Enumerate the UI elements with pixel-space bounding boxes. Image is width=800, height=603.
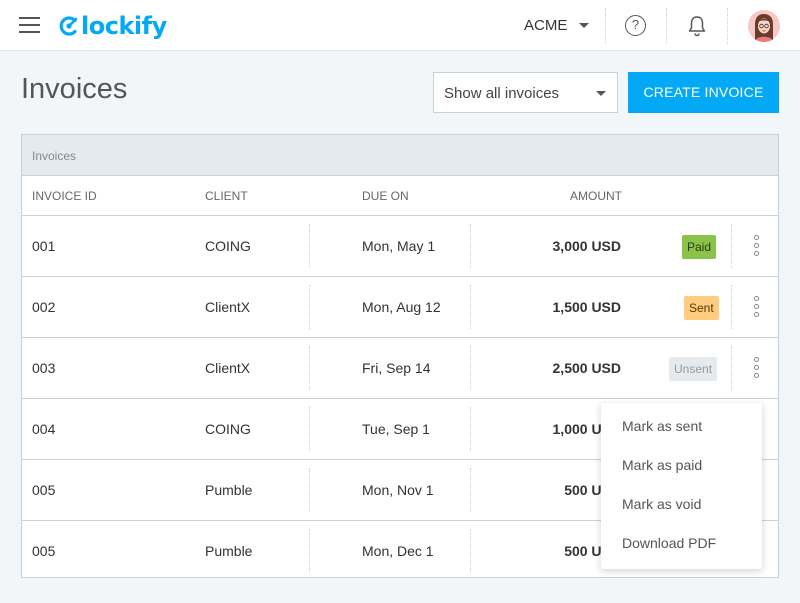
invoice-amount: 1,500 USD <box>552 299 621 315</box>
divider <box>309 407 310 451</box>
divider <box>309 346 310 390</box>
divider <box>309 285 310 329</box>
logo[interactable]: lockify <box>58 11 167 41</box>
divider <box>470 529 471 573</box>
clockify-logo-icon <box>59 16 78 36</box>
divider <box>666 8 667 44</box>
client-name: Pumble <box>205 543 253 559</box>
invoice-id: 005 <box>32 543 56 559</box>
invoice-id: 002 <box>32 299 56 315</box>
invoice-amount: 3,000 USD <box>552 238 621 254</box>
client-name: ClientX <box>205 360 251 376</box>
divider <box>470 346 471 390</box>
status-badge: Paid <box>682 235 717 259</box>
menu-item-mark-as-void[interactable]: Mark as void <box>622 496 702 512</box>
table-row[interactable]: 002 ClientX Mon, Aug 12 1,500 USD Sent <box>22 277 778 338</box>
invoice-id: 003 <box>32 360 56 376</box>
due-date: Tue, Sep 1 <box>362 421 430 437</box>
menu-icon[interactable] <box>19 17 40 34</box>
client-name: ClientX <box>205 299 251 315</box>
client-name: COING <box>205 238 251 254</box>
table-header: INVOICE ID CLIENT DUE ON AMOUNT <box>22 176 778 216</box>
divider <box>731 285 732 329</box>
invoice-amount: 2,500 USD <box>552 360 621 376</box>
avatar[interactable] <box>748 10 780 42</box>
more-options-icon[interactable] <box>750 296 762 320</box>
client-name: Pumble <box>205 482 253 498</box>
invoice-id: 004 <box>32 421 56 437</box>
chevron-down-icon <box>596 91 606 96</box>
filter-selected-value: Show all invoices <box>444 85 560 102</box>
due-date: Mon, Nov 1 <box>362 482 434 498</box>
chevron-down-icon <box>579 23 590 28</box>
invoice-filter-select[interactable]: Show all invoices <box>433 72 618 113</box>
column-header-client: CLIENT <box>205 189 248 203</box>
page-title: Invoices <box>21 73 128 105</box>
invoice-amount: 500 USD <box>564 482 621 498</box>
divider <box>731 346 732 390</box>
workspace-selector[interactable]: ACME <box>524 0 590 51</box>
more-options-icon[interactable] <box>750 235 762 259</box>
table-row[interactable]: 005 Pumble Mon, Dec 1 500 USD <box>22 521 778 582</box>
divider <box>309 529 310 573</box>
top-bar: lockify ACME ? <box>0 0 800 51</box>
user-avatar-icon <box>748 10 780 42</box>
workspace-name: ACME <box>524 17 568 34</box>
due-date: Mon, May 1 <box>362 238 436 254</box>
invoices-table: Invoices INVOICE ID CLIENT DUE ON AMOUNT… <box>21 134 779 578</box>
divider <box>727 8 728 44</box>
status-badge: Sent <box>684 296 719 320</box>
menu-item-download-pdf[interactable]: Download PDF <box>622 535 717 551</box>
column-header-amount: AMOUNT <box>570 189 622 203</box>
table-row[interactable]: 003 ClientX Fri, Sep 14 2,500 USD Unsent <box>22 338 778 399</box>
invoice-actions-menu: Mark as sent Mark as paid Mark as void D… <box>601 403 762 569</box>
column-header-invoice-id: INVOICE ID <box>32 189 97 203</box>
client-name: COING <box>205 421 251 437</box>
due-date: Mon, Dec 1 <box>362 543 434 559</box>
column-header-due-on: DUE ON <box>362 189 409 203</box>
divider <box>470 468 471 512</box>
divider <box>309 224 310 268</box>
divider <box>605 8 606 44</box>
divider <box>470 407 471 451</box>
menu-item-mark-as-sent[interactable]: Mark as sent <box>622 418 703 434</box>
invoice-amount: 500 USD <box>564 543 621 559</box>
table-body: 001 COING Mon, May 1 3,000 USD Paid 002 Client… <box>22 216 778 582</box>
bell-icon[interactable] <box>686 14 708 38</box>
invoice-id: 001 <box>32 238 56 254</box>
status-badge: Unsent <box>669 357 718 381</box>
more-options-icon[interactable] <box>750 357 762 381</box>
invoice-amount: 1,000 USD <box>552 421 621 437</box>
menu-item-mark-as-paid[interactable]: Mark as paid <box>622 457 703 473</box>
due-date: Mon, Aug 12 <box>362 299 441 315</box>
table-row[interactable]: 005 Pumble Mon, Nov 1 500 USD <box>22 460 778 521</box>
logo-text: lockify <box>81 12 167 40</box>
create-invoice-button[interactable]: CREATE INVOICE <box>628 72 779 113</box>
divider <box>470 224 471 268</box>
divider <box>731 224 732 268</box>
divider <box>470 285 471 329</box>
invoice-id: 005 <box>32 482 56 498</box>
due-date: Fri, Sep 14 <box>362 360 431 376</box>
table-caption: Invoices <box>22 135 778 176</box>
table-row[interactable]: 001 COING Mon, May 1 3,000 USD Paid <box>22 216 778 277</box>
help-icon[interactable]: ? <box>625 15 646 36</box>
divider <box>309 468 310 512</box>
